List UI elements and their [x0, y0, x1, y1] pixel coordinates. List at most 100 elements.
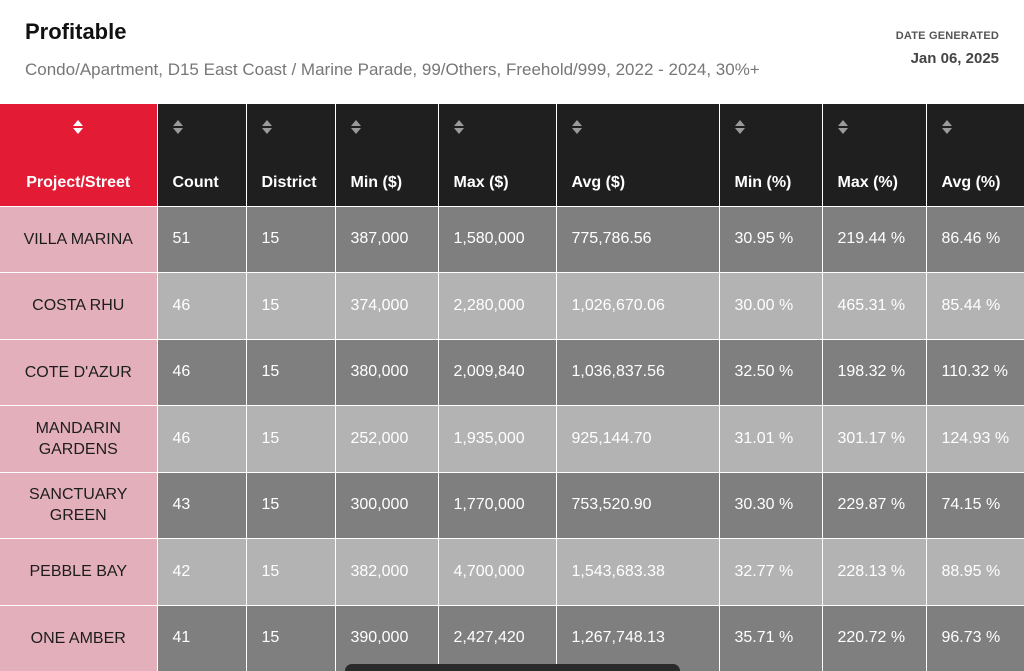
table-row[interactable]: PEBBLE BAY 42 15 382,000 4,700,000 1,543,683.… [0, 538, 1024, 606]
table-cell-max-price: 2,427,420 [438, 605, 557, 671]
sort-icon[interactable] [73, 120, 84, 134]
table-cell-min-percent: 32.77 % [719, 538, 823, 606]
sort-icon[interactable] [172, 120, 183, 134]
project-name-cell: VILLA MARINA [0, 206, 158, 273]
column-header-label: Count [172, 174, 219, 191]
table-cell-district: 15 [246, 206, 336, 273]
table-cell-district: 15 [246, 472, 336, 539]
sort-icon[interactable] [734, 120, 745, 134]
table-cell-district: 15 [246, 605, 336, 671]
project-name-cell: SANCTUARY GREEN [0, 472, 158, 539]
table-cell-max-percent: 220.72 % [822, 605, 927, 671]
table-row[interactable]: COSTA RHU 46 15 374,000 2,280,000 1,026,670.0… [0, 272, 1024, 340]
table-cell-avg-percent: 110.32 % [926, 339, 1024, 406]
table-cell-avg-price: 1,036,837.56 [556, 339, 720, 406]
sort-icon[interactable] [571, 120, 582, 134]
column-header-avg-percent[interactable]: Avg (%) [926, 104, 1024, 207]
table-cell-district: 15 [246, 272, 336, 340]
scroll-indicator[interactable] [345, 664, 680, 671]
table-cell-min-price: 374,000 [335, 272, 439, 340]
table-cell-max-price: 2,009,840 [438, 339, 557, 406]
column-header-max-price[interactable]: Max ($) [438, 104, 557, 207]
sort-icon[interactable] [941, 120, 952, 134]
table-cell-max-price: 1,770,000 [438, 472, 557, 539]
table-row[interactable]: ONE AMBER 41 15 390,000 2,427,420 1,267,748.1… [0, 605, 1024, 671]
table-cell-avg-percent: 96.73 % [926, 605, 1024, 671]
project-name-cell: COSTA RHU [0, 272, 158, 340]
column-header-min-price[interactable]: Min ($) [335, 104, 439, 207]
table-cell-count: 46 [157, 339, 247, 406]
table-cell-avg-percent: 85.44 % [926, 272, 1024, 340]
table-cell-avg-price: 925,144.70 [556, 405, 720, 473]
table-cell-count: 43 [157, 472, 247, 539]
table-cell-max-percent: 465.31 % [822, 272, 927, 340]
table-cell-max-price: 4,700,000 [438, 538, 557, 606]
table-cell-avg-price: 1,267,748.13 [556, 605, 720, 671]
table-cell-max-percent: 228.13 % [822, 538, 927, 606]
sort-icon[interactable] [350, 120, 361, 134]
sort-icon[interactable] [453, 120, 464, 134]
table-cell-min-price: 380,000 [335, 339, 439, 406]
column-header-label: Max (%) [837, 174, 898, 191]
date-generated-value: Jan 06, 2025 [910, 50, 999, 67]
table-cell-count: 51 [157, 206, 247, 273]
column-header-label: District [261, 174, 317, 191]
table-cell-min-price: 387,000 [335, 206, 439, 273]
table-cell-max-percent: 219.44 % [822, 206, 927, 273]
column-header-label: Avg ($) [571, 174, 626, 191]
table-cell-avg-price: 753,520.90 [556, 472, 720, 539]
table-cell-district: 15 [246, 405, 336, 473]
table-cell-max-price: 1,935,000 [438, 405, 557, 473]
table-row[interactable]: MANDARIN GARDENS 46 15 252,000 1,935,000 925,… [0, 405, 1024, 473]
report-title: Profitable [25, 19, 127, 44]
table-cell-min-price: 382,000 [335, 538, 439, 606]
table-cell-avg-price: 775,786.56 [556, 206, 720, 273]
table-cell-avg-price: 1,543,683.38 [556, 538, 720, 606]
project-name-cell: MANDARIN GARDENS [0, 405, 158, 473]
table-cell-min-percent: 30.00 % [719, 272, 823, 340]
sort-icon[interactable] [261, 120, 272, 134]
column-header-max-percent[interactable]: Max (%) [822, 104, 927, 207]
table-cell-min-price: 252,000 [335, 405, 439, 473]
column-header-label: Avg (%) [941, 174, 1001, 191]
results-table: Project/Street Count District Min ($) Max ($… [0, 104, 1024, 671]
table-cell-count: 46 [157, 405, 247, 473]
table-row[interactable]: COTE D'AZUR 46 15 380,000 2,009,840 1,036,837… [0, 339, 1024, 406]
column-header-count[interactable]: Count [157, 104, 247, 207]
table-row[interactable]: SANCTUARY GREEN 43 15 300,000 1,770,000 753,5… [0, 472, 1024, 539]
project-name-cell: PEBBLE BAY [0, 538, 158, 606]
column-header-label: Project/Street [26, 174, 131, 191]
table-cell-max-percent: 229.87 % [822, 472, 927, 539]
table-cell-max-price: 2,280,000 [438, 272, 557, 340]
table-cell-max-percent: 301.17 % [822, 405, 927, 473]
table-cell-max-percent: 198.32 % [822, 339, 927, 406]
table-cell-avg-price: 1,026,670.06 [556, 272, 720, 340]
project-name-cell: ONE AMBER [0, 605, 158, 671]
table-row[interactable]: VILLA MARINA 51 15 387,000 1,580,000 775,786.… [0, 206, 1024, 273]
date-generated-label: DATE GENERATED [895, 30, 999, 42]
column-header-avg-price[interactable]: Avg ($) [556, 104, 720, 207]
column-header-project-street[interactable]: Project/Street [0, 104, 158, 207]
table-cell-avg-percent: 124.93 % [926, 405, 1024, 473]
column-header-district[interactable]: District [246, 104, 336, 207]
table-cell-avg-percent: 74.15 % [926, 472, 1024, 539]
table-header-row: Project/Street Count District Min ($) Max ($… [0, 104, 1024, 207]
table-cell-count: 46 [157, 272, 247, 340]
table-cell-min-percent: 30.30 % [719, 472, 823, 539]
table-cell-count: 42 [157, 538, 247, 606]
column-header-label: Min ($) [350, 174, 403, 191]
table-cell-max-price: 1,580,000 [438, 206, 557, 273]
table-cell-min-price: 300,000 [335, 472, 439, 539]
table-body: VILLA MARINA 51 15 387,000 1,580,000 775,786.… [0, 206, 1024, 671]
column-header-label: Min (%) [734, 174, 792, 191]
sort-icon[interactable] [837, 120, 848, 134]
table-cell-district: 15 [246, 339, 336, 406]
table-cell-district: 15 [246, 538, 336, 606]
table-cell-min-percent: 30.95 % [719, 206, 823, 273]
project-name-cell: COTE D'AZUR [0, 339, 158, 406]
table-cell-min-price: 390,000 [335, 605, 439, 671]
report-header: Profitable Condo/Apartment, D15 East Coa… [0, 0, 1024, 104]
table-cell-min-percent: 31.01 % [719, 405, 823, 473]
column-header-min-percent[interactable]: Min (%) [719, 104, 823, 207]
